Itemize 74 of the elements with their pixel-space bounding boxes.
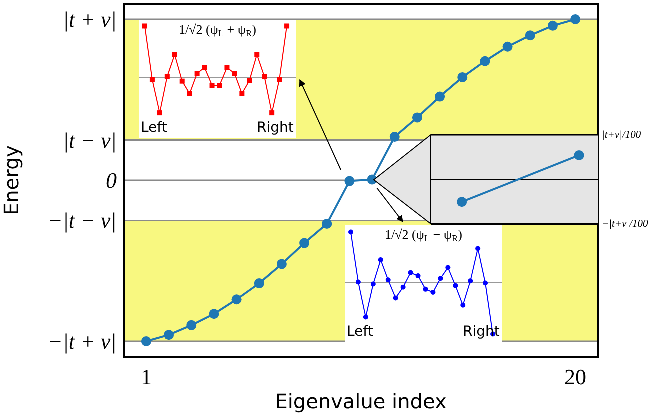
point	[186, 320, 197, 330]
point	[254, 278, 264, 289]
ref-line-label: 0	[106, 168, 117, 193]
y-axis-title: Energy	[0, 145, 24, 216]
point	[270, 110, 275, 116]
point	[393, 296, 398, 301]
point	[277, 77, 282, 82]
point	[430, 290, 436, 296]
ref-line-label: |t + v|	[63, 7, 117, 32]
point	[363, 314, 368, 320]
chart-title: 1/√2 (ψ$_{L}$ + ψ$_{R}$)	[179, 22, 256, 39]
point	[386, 278, 391, 283]
point	[141, 336, 152, 347]
point	[476, 246, 481, 252]
point	[232, 71, 238, 76]
x-tick-label: 20	[564, 364, 587, 390]
annotation: Right	[257, 120, 294, 136]
point	[400, 284, 406, 290]
point	[480, 56, 490, 66]
point	[157, 110, 162, 116]
point	[284, 24, 290, 29]
x-tick-label: 1	[140, 364, 152, 390]
annotation: Left	[347, 324, 374, 340]
ref-line-label: −|t + v|	[48, 329, 117, 354]
point	[224, 65, 230, 70]
point	[408, 270, 414, 276]
ref-line-label: −|t+v|/100	[602, 219, 649, 230]
point	[276, 259, 287, 270]
point	[348, 230, 354, 235]
point	[172, 52, 178, 58]
point	[142, 24, 148, 29]
annotation: Left	[141, 120, 168, 136]
point	[483, 280, 488, 286]
point	[322, 218, 332, 229]
ref-line-label: |t+v|/100	[602, 130, 642, 141]
point	[194, 71, 200, 76]
point	[210, 83, 215, 88]
x-axis-title: Eigenvalue index	[275, 389, 447, 414]
point	[300, 238, 310, 248]
point	[438, 276, 444, 282]
point	[446, 265, 451, 270]
point	[378, 258, 384, 263]
point	[548, 20, 558, 31]
point	[202, 65, 208, 70]
point	[209, 309, 220, 320]
point	[254, 52, 260, 58]
point	[247, 78, 252, 84]
point	[262, 74, 268, 80]
point	[344, 176, 355, 186]
point	[468, 278, 474, 284]
point	[390, 132, 400, 142]
point	[150, 77, 155, 82]
ref-line-label: |t − v|	[63, 128, 117, 153]
point	[412, 112, 422, 123]
point	[570, 14, 581, 24]
point	[370, 282, 376, 287]
point	[180, 78, 185, 84]
point	[502, 42, 513, 52]
point	[240, 91, 245, 96]
point	[435, 92, 446, 102]
point	[460, 302, 466, 308]
point	[356, 280, 361, 285]
point	[416, 274, 421, 279]
point	[458, 72, 468, 82]
ref-line-label: −|t − v|	[48, 208, 117, 233]
point	[164, 330, 174, 340]
point	[232, 294, 242, 305]
point	[164, 74, 170, 80]
point	[453, 283, 458, 288]
point	[525, 30, 536, 41]
point	[423, 286, 428, 292]
point	[217, 83, 222, 88]
point	[187, 91, 192, 96]
chart-title: 1/√2 (ψ$_{L}$ − ψ$_{R}$)	[385, 227, 462, 244]
